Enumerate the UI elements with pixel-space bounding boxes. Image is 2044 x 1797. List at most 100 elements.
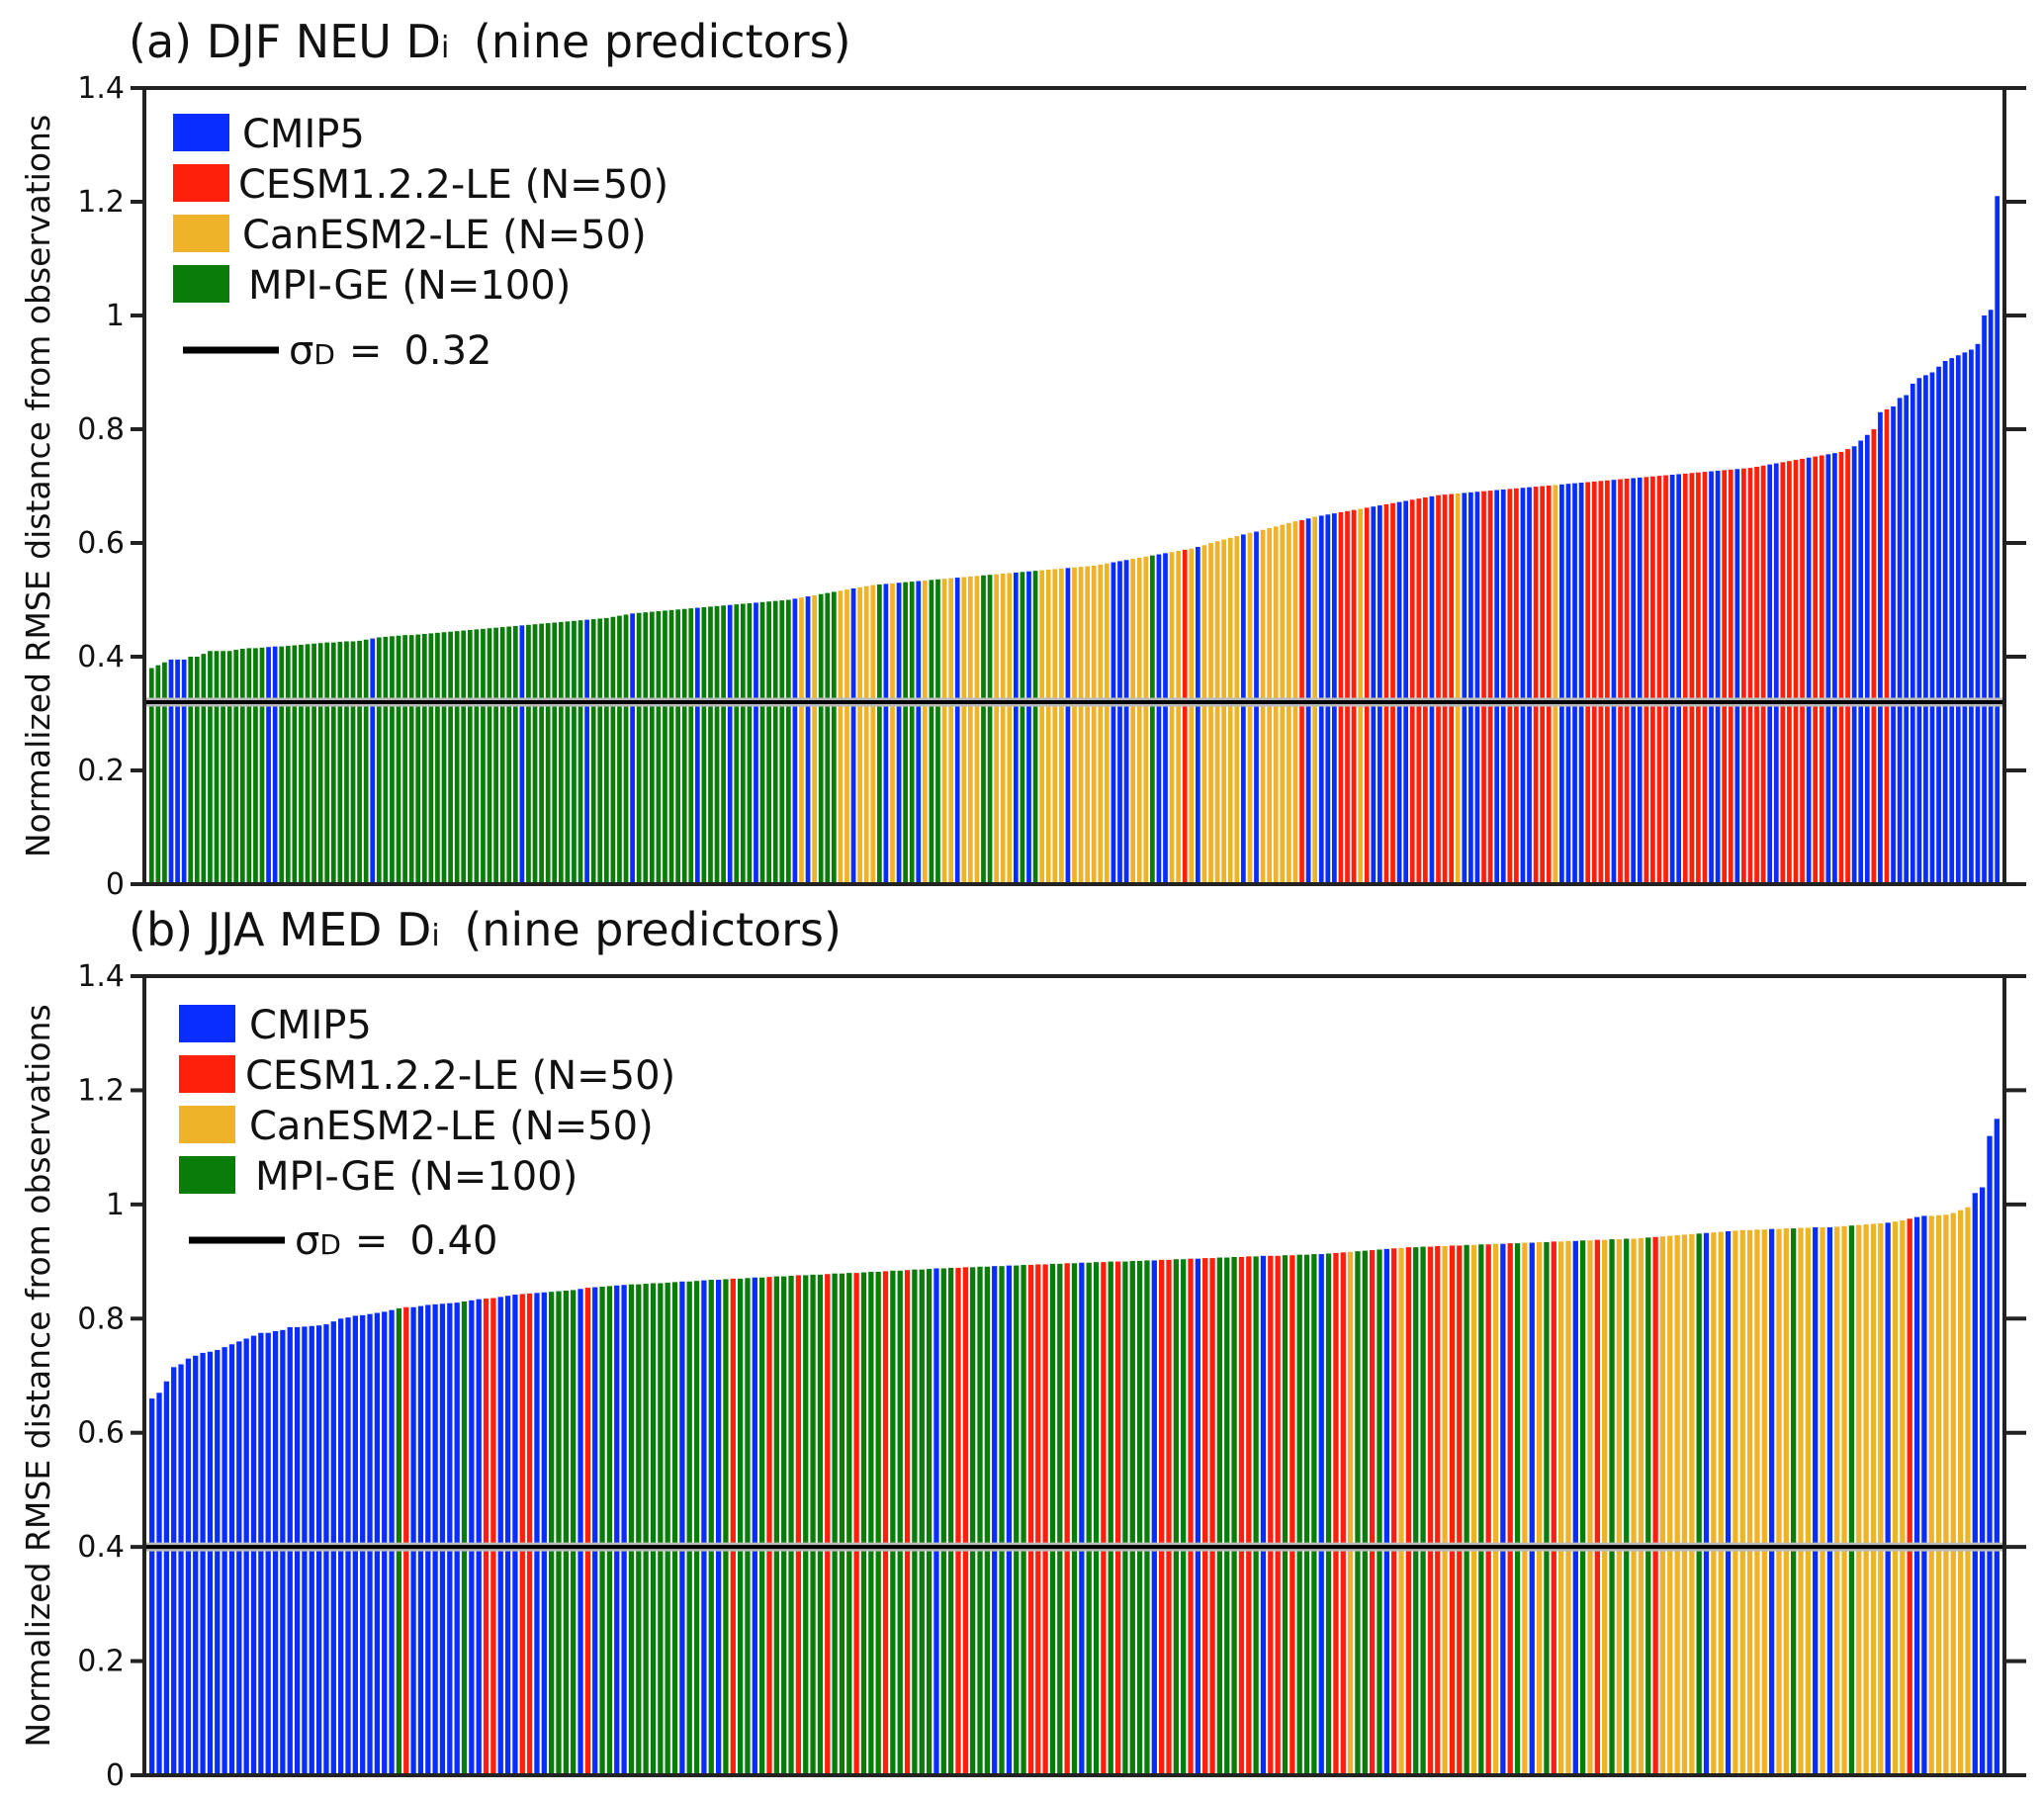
bar bbox=[1572, 1240, 1578, 1775]
bar bbox=[1659, 1236, 1666, 1775]
bar bbox=[844, 589, 849, 884]
bar bbox=[1921, 1215, 1927, 1775]
bar bbox=[1638, 1237, 1644, 1775]
legend-swatch-cesm1-2-2-le bbox=[173, 164, 229, 202]
bar bbox=[1442, 1245, 1448, 1775]
bar bbox=[994, 574, 999, 885]
bar bbox=[1143, 556, 1149, 884]
bar bbox=[970, 1267, 976, 1775]
bar bbox=[1663, 475, 1668, 884]
bar bbox=[1436, 494, 1441, 884]
bar bbox=[454, 631, 460, 885]
bar bbox=[428, 633, 434, 884]
bar bbox=[890, 1270, 896, 1775]
bar bbox=[805, 596, 811, 884]
sigma-value: 0.32 bbox=[403, 328, 491, 374]
bar bbox=[236, 1341, 242, 1775]
bar bbox=[984, 1266, 990, 1775]
bar bbox=[1878, 1222, 1884, 1775]
bar bbox=[1616, 1239, 1623, 1775]
bar bbox=[650, 1283, 657, 1775]
bar bbox=[1345, 510, 1350, 884]
bar bbox=[558, 621, 564, 884]
bar bbox=[469, 1300, 475, 1775]
bar bbox=[1650, 476, 1655, 884]
bar bbox=[448, 631, 453, 884]
bar bbox=[1910, 384, 1915, 884]
bar bbox=[1064, 1263, 1070, 1775]
bar bbox=[1631, 1238, 1637, 1775]
bar bbox=[1674, 1235, 1680, 1775]
y-tick-label: 1 bbox=[106, 1188, 125, 1222]
bar bbox=[1227, 537, 1233, 884]
bar bbox=[935, 579, 940, 884]
bar bbox=[1370, 1250, 1376, 1775]
bar bbox=[545, 623, 551, 884]
bar bbox=[1151, 1260, 1157, 1775]
bar bbox=[962, 1267, 968, 1775]
bar bbox=[701, 606, 707, 884]
bar bbox=[1527, 487, 1532, 884]
bar bbox=[1760, 465, 1766, 884]
bar bbox=[1870, 1223, 1877, 1775]
bar bbox=[636, 612, 642, 884]
bar bbox=[1429, 495, 1435, 884]
bar bbox=[1669, 475, 1675, 884]
bar bbox=[1962, 352, 1968, 885]
bar bbox=[330, 642, 336, 885]
bar bbox=[1173, 1259, 1179, 1775]
bar bbox=[721, 605, 726, 884]
bar bbox=[1848, 1225, 1855, 1775]
bar bbox=[1130, 559, 1136, 884]
bar bbox=[714, 605, 720, 884]
bar bbox=[1289, 1255, 1295, 1775]
bar bbox=[860, 1272, 867, 1775]
bar bbox=[1114, 1261, 1121, 1775]
bar bbox=[599, 1286, 605, 1775]
bar bbox=[168, 659, 174, 885]
bar bbox=[1039, 570, 1044, 884]
bar bbox=[357, 640, 362, 884]
bar bbox=[868, 1271, 874, 1775]
bar bbox=[552, 622, 558, 884]
bar bbox=[1522, 1242, 1528, 1775]
bar bbox=[1645, 1237, 1651, 1775]
bar bbox=[832, 1273, 838, 1775]
bar bbox=[1741, 468, 1746, 884]
bar bbox=[461, 1301, 468, 1775]
bar bbox=[1169, 552, 1175, 884]
bar bbox=[630, 613, 635, 884]
bar bbox=[592, 1287, 598, 1775]
bar bbox=[948, 578, 953, 884]
bar bbox=[1086, 1262, 1092, 1775]
bar bbox=[1166, 1259, 1172, 1775]
panel-b: (b) JJA MED Di (nine predictors) Normaliz… bbox=[19, 903, 2026, 1793]
bar bbox=[1377, 1249, 1382, 1775]
bar bbox=[974, 576, 980, 884]
bar bbox=[1718, 1231, 1724, 1775]
bar bbox=[1247, 532, 1253, 884]
bar bbox=[1929, 372, 1935, 884]
bar bbox=[185, 1358, 192, 1775]
bar bbox=[1884, 408, 1890, 885]
bar bbox=[1587, 1240, 1593, 1775]
bar bbox=[556, 1291, 562, 1775]
bar bbox=[1618, 479, 1623, 884]
bar bbox=[1449, 494, 1455, 884]
bar bbox=[1468, 492, 1473, 884]
y-tick-label: 0.6 bbox=[77, 1416, 125, 1451]
bar bbox=[1035, 1264, 1041, 1775]
panel-title: (a) DJF NEU Di (nine predictors) bbox=[129, 15, 851, 68]
bar bbox=[519, 1294, 525, 1775]
bar bbox=[1800, 458, 1805, 884]
bar bbox=[597, 618, 603, 884]
bar bbox=[1123, 560, 1129, 884]
bar bbox=[919, 1269, 925, 1775]
bar bbox=[817, 1274, 824, 1775]
bar bbox=[1536, 1241, 1543, 1775]
title-suffix: (nine predictors) bbox=[450, 903, 842, 956]
y-axis-label: Normalized RMSE distance from observatio… bbox=[19, 115, 57, 857]
bar bbox=[1689, 1233, 1695, 1775]
bar bbox=[578, 1289, 583, 1775]
bar bbox=[221, 651, 225, 884]
